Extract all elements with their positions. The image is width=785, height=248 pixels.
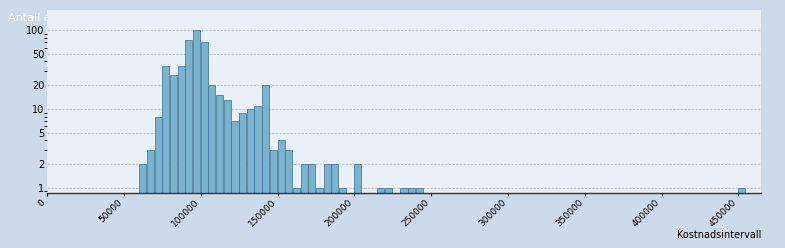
Bar (739, 188, 746, 248)
Bar (254, 106, 261, 248)
Bar (378, 188, 385, 248)
Bar (162, 66, 170, 248)
Bar (416, 188, 423, 248)
Bar (323, 164, 330, 248)
Bar (170, 75, 177, 248)
Bar (193, 30, 200, 248)
Bar (232, 121, 239, 248)
Text: Antall episoder per kostnadsintervall (Logaritmisk skala): Antall episoder per kostnadsintervall (L… (8, 13, 323, 23)
Bar (139, 164, 146, 248)
Bar (155, 117, 162, 248)
Bar (339, 188, 346, 248)
Bar (400, 188, 407, 248)
Bar (216, 95, 223, 248)
Bar (408, 188, 415, 248)
Bar (147, 150, 154, 248)
Bar (270, 150, 277, 248)
Bar (354, 164, 361, 248)
Bar (185, 40, 192, 248)
Bar (201, 42, 208, 248)
Bar (278, 140, 285, 248)
Bar (309, 164, 316, 248)
Bar (177, 66, 184, 248)
Bar (208, 85, 215, 248)
Bar (385, 188, 392, 248)
X-axis label: Kostnadsintervall: Kostnadsintervall (677, 230, 761, 240)
Bar (224, 100, 231, 248)
Bar (239, 113, 246, 248)
Bar (293, 188, 300, 248)
Bar (331, 164, 338, 248)
Bar (316, 188, 323, 248)
Bar (246, 109, 254, 248)
Bar (301, 164, 308, 248)
Bar (262, 85, 269, 248)
Bar (285, 150, 292, 248)
